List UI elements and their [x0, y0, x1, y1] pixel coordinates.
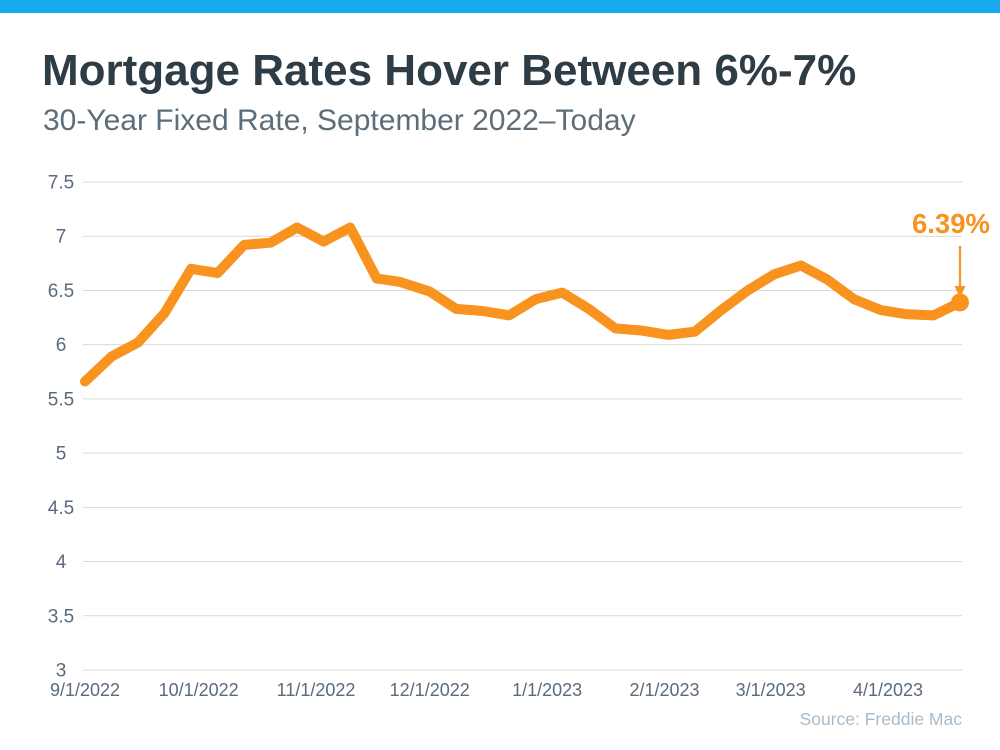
page-subtitle: 30-Year Fixed Rate, September 2022–Today — [43, 104, 636, 137]
y-tick-label: 4 — [56, 552, 67, 573]
y-tick-label: 3 — [56, 661, 67, 682]
y-tick-label: 6.5 — [48, 281, 74, 302]
annotation-label: 6.39% — [912, 208, 990, 239]
y-tick-label: 7.5 — [48, 173, 74, 194]
y-tick-label: 7 — [56, 227, 67, 248]
y-tick-label: 4.5 — [48, 498, 74, 519]
y-tick-label: 5.5 — [48, 389, 74, 410]
y-tick-label: 6 — [56, 335, 67, 356]
top-accent-bar — [0, 0, 1000, 13]
rate-line — [80, 222, 965, 387]
page-title: Mortgage Rates Hover Between 6%-7% — [42, 46, 857, 95]
x-tick-label: 9/1/2022 — [50, 680, 120, 700]
x-tick-label: 1/1/2023 — [512, 680, 582, 700]
last-point-dot — [951, 293, 969, 312]
x-tick-label: 3/1/2023 — [736, 680, 806, 700]
source-credit: Source: Freddie Mac — [799, 709, 962, 729]
x-tick-label: 12/1/2022 — [390, 680, 470, 700]
annotation-arrowhead — [954, 286, 966, 298]
x-tick-label: 10/1/2022 — [159, 680, 239, 700]
y-tick-label: 3.5 — [48, 606, 74, 627]
x-tick-label: 4/1/2023 — [853, 680, 923, 700]
x-tick-label: 2/1/2023 — [630, 680, 700, 700]
y-tick-label: 5 — [56, 444, 67, 465]
x-tick-label: 11/1/2022 — [277, 680, 356, 700]
